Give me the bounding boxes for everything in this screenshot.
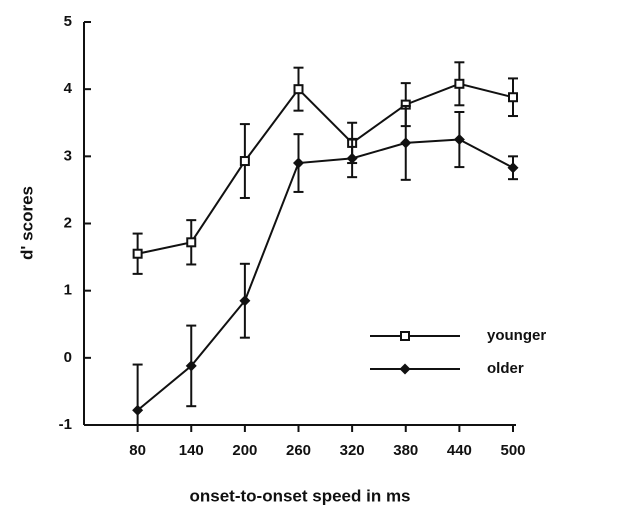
x-tick-label: 140: [179, 442, 204, 459]
x-tick-label: 380: [393, 442, 418, 459]
series-line: [136, 138, 514, 411]
point: [346, 152, 358, 164]
point: [293, 84, 304, 95]
point: [507, 162, 519, 174]
point: [186, 237, 197, 248]
y-axis-label: d' scores: [17, 186, 36, 260]
point: [508, 92, 518, 103]
point: [185, 360, 197, 372]
point: [454, 78, 465, 89]
x-tick-label: 320: [340, 442, 365, 459]
x-tick-label: 200: [232, 442, 257, 459]
error-bar: [132, 363, 143, 425]
y-tick-label: 1: [64, 282, 72, 299]
point: [239, 156, 250, 167]
point: [293, 157, 304, 169]
legend-label: older: [487, 360, 524, 377]
legend-marker: [399, 363, 411, 375]
x-tick-label: 260: [286, 442, 311, 459]
x-axis-label: onset-to-onset speed in ms: [189, 486, 410, 505]
point: [239, 295, 251, 307]
x-tick-label: 440: [447, 442, 472, 459]
y-tick-label: 3: [64, 147, 72, 164]
x-tick-label: 500: [500, 442, 525, 459]
point: [132, 248, 143, 259]
point: [400, 137, 412, 149]
y-tick-label: -1: [59, 416, 72, 433]
x-tick-label: 80: [129, 442, 146, 459]
point: [453, 134, 465, 146]
series-line: [137, 82, 514, 255]
y-tick-label: 0: [64, 349, 72, 366]
point: [132, 404, 144, 416]
legend-label: younger: [487, 327, 546, 344]
y-tick-label: 4: [64, 80, 73, 97]
legend-marker: [400, 331, 410, 341]
y-tick-label: 5: [64, 13, 72, 30]
y-tick-label: 2: [64, 214, 72, 231]
